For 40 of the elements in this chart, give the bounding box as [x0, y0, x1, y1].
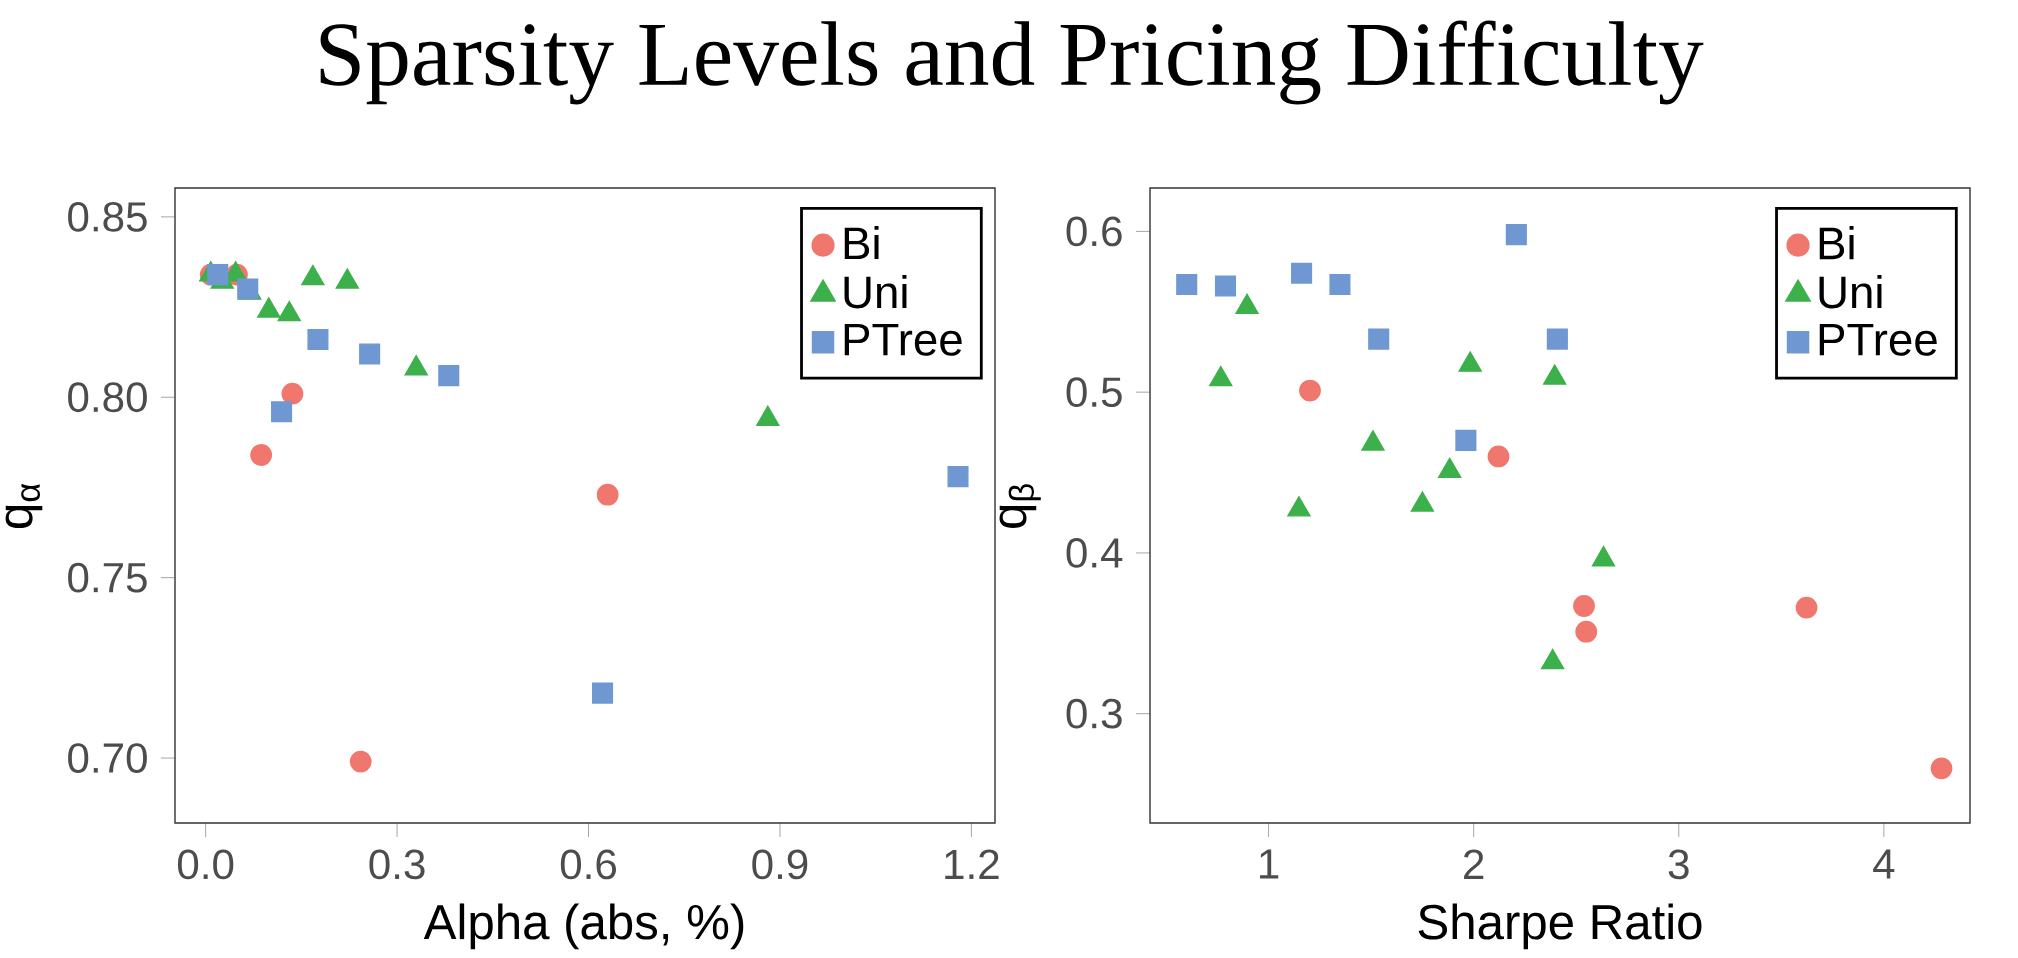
x-tick-label: 3 [1668, 849, 1689, 880]
point [596, 483, 619, 506]
point [335, 268, 359, 289]
legend-label: Uni [844, 274, 907, 309]
point [349, 750, 372, 773]
legend-label: PTree [844, 323, 962, 356]
legend-label: Bi [844, 226, 879, 260]
chart-title: Sparsity Levels and Pricing Difficulty [320, 20, 1704, 105]
y-tick-label: 0.3 [1066, 698, 1122, 729]
x-tick-label: 0.3 [369, 849, 425, 880]
y-tick-label: 0.70 [68, 743, 147, 773]
y-tick-label: 0.85 [68, 201, 147, 232]
y-tick-label: 0.6 [1066, 216, 1122, 247]
y-axis-title: q$_{α}$ [5, 483, 43, 528]
x-tick-label: 0.9 [752, 849, 808, 880]
y-tick-label: 0.75 [68, 562, 147, 593]
point [257, 297, 281, 318]
legend-label: PTree [1819, 323, 1937, 356]
point [756, 405, 780, 426]
y-tick-label: 0.80 [68, 382, 147, 413]
x-axis-title: Sharpe Ratio [1418, 903, 1702, 950]
x-axis-title: Alpha (abs, %) [423, 903, 744, 950]
x-tick-label: 0.0 [177, 849, 234, 880]
y-tick-label: 0.4 [1066, 538, 1123, 568]
point [947, 466, 969, 488]
point [281, 382, 304, 405]
y-axis-title: q$_{β}$ [999, 484, 1041, 528]
y-tick-label: 0.5 [1066, 377, 1122, 408]
point [277, 300, 301, 322]
point [592, 682, 614, 704]
point [301, 264, 325, 286]
x-tick-label: 4 [1873, 849, 1895, 879]
x-tick-label: 1 [1260, 849, 1279, 879]
legend-label: Uni [1819, 274, 1882, 309]
legend-label: Bi [1819, 226, 1854, 260]
point [250, 444, 273, 466]
x-tick-label: 0.6 [560, 849, 616, 880]
x-tick-label: 1.2 [945, 849, 999, 879]
x-tick-label: 2 [1464, 849, 1484, 879]
point [404, 355, 428, 376]
